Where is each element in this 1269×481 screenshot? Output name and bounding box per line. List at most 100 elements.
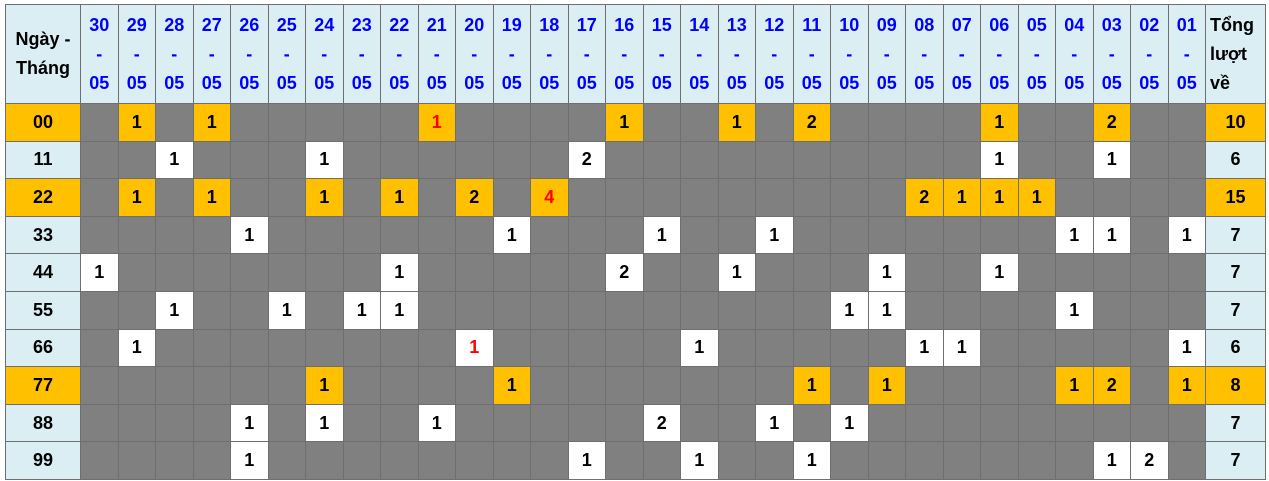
- empty-cell: [567, 403, 606, 443]
- empty-cell: [567, 103, 606, 142]
- hit-cell: 1: [942, 178, 981, 217]
- empty-cell: [905, 403, 944, 443]
- row-label: 33: [5, 215, 81, 255]
- date-month: 05: [614, 72, 635, 93]
- empty-cell: [80, 140, 119, 180]
- empty-cell: [642, 290, 681, 330]
- empty-cell: [117, 253, 156, 292]
- row-total: 6: [1205, 328, 1266, 368]
- empty-cell: [642, 178, 681, 217]
- empty-cell: [567, 328, 606, 368]
- empty-cell: [342, 215, 381, 255]
- empty-cell: [192, 140, 231, 180]
- empty-cell: [417, 441, 456, 480]
- empty-cell: [267, 103, 306, 142]
- date-month: 05: [1101, 72, 1122, 93]
- date-month: 05: [464, 72, 485, 93]
- empty-cell: [1017, 328, 1056, 368]
- empty-cell: [792, 403, 831, 443]
- table-row: 66 1 1 1 1 1 1 6: [5, 328, 1266, 368]
- empty-cell: [155, 103, 194, 142]
- empty-cell: [680, 215, 719, 255]
- date-month: 05: [314, 72, 335, 93]
- hit-cell: 1: [492, 366, 531, 405]
- hit-cell: 2: [1092, 103, 1131, 142]
- empty-cell: [192, 328, 231, 368]
- empty-cell: [230, 178, 269, 217]
- date-sep: -: [471, 43, 478, 64]
- empty-cell: [1017, 403, 1056, 443]
- hit-cell: 1: [305, 403, 344, 443]
- empty-cell: [980, 328, 1019, 368]
- date-column-header: 02 - 05: [1130, 4, 1169, 104]
- total-header-1: Tổng: [1210, 14, 1254, 35]
- date-column-header: 11 - 05: [792, 4, 831, 104]
- empty-cell: [230, 103, 269, 142]
- table-row: 88 1 1 1 2 1 1 7: [5, 403, 1266, 443]
- hit-cell: 2: [455, 178, 494, 217]
- empty-cell: [80, 215, 119, 255]
- empty-cell: [230, 253, 269, 292]
- empty-cell: [380, 403, 419, 443]
- empty-cell: [717, 178, 756, 217]
- empty-cell: [117, 215, 156, 255]
- date-month: 05: [1176, 72, 1197, 93]
- date-day: 29: [126, 14, 147, 35]
- empty-cell: [867, 140, 906, 180]
- date-column-header: 26 - 05: [230, 4, 269, 104]
- table-row: 99 1 1 1 1 1 2 7: [5, 441, 1266, 480]
- empty-cell: [305, 441, 344, 480]
- date-month: 05: [1139, 72, 1160, 93]
- empty-cell: [80, 366, 119, 405]
- date-month: 05: [576, 72, 597, 93]
- date-month: 05: [426, 72, 447, 93]
- date-day: 04: [1064, 14, 1085, 35]
- date-day: 12: [764, 14, 785, 35]
- hit-cell: 1: [380, 290, 419, 330]
- hit-cell: 1: [230, 441, 269, 480]
- empty-cell: [455, 253, 494, 292]
- empty-cell: [417, 140, 456, 180]
- date-day: 19: [501, 14, 522, 35]
- empty-cell: [230, 328, 269, 368]
- header-label-line2: Tháng: [16, 58, 70, 78]
- row-label: 88: [5, 403, 81, 443]
- empty-cell: [605, 441, 644, 480]
- row-total: 7: [1205, 403, 1266, 443]
- empty-cell: [80, 441, 119, 480]
- empty-cell: [905, 215, 944, 255]
- empty-cell: [155, 403, 194, 443]
- hit-cell: 1: [905, 328, 944, 368]
- hit-cell: 1: [867, 366, 906, 405]
- empty-cell: [830, 140, 869, 180]
- date-month: 05: [389, 72, 410, 93]
- date-day: 25: [276, 14, 297, 35]
- date-sep: -: [958, 43, 965, 64]
- hit-cell: 1: [492, 215, 531, 255]
- empty-cell: [342, 403, 381, 443]
- empty-cell: [642, 253, 681, 292]
- date-column-header: 30 - 05: [80, 4, 119, 104]
- date-month: 05: [726, 72, 747, 93]
- empty-cell: [267, 253, 306, 292]
- date-sep: -: [433, 43, 440, 64]
- hit-cell: 1: [680, 441, 719, 480]
- empty-cell: [530, 103, 569, 142]
- empty-cell: [1092, 253, 1131, 292]
- empty-cell: [342, 103, 381, 142]
- empty-cell: [192, 441, 231, 480]
- date-sep: -: [921, 43, 928, 64]
- empty-cell: [905, 253, 944, 292]
- date-month: 05: [651, 72, 672, 93]
- table-row: 77 1 1 1 1 1 2 1 8: [5, 366, 1266, 405]
- empty-cell: [755, 178, 794, 217]
- empty-cell: [1055, 253, 1094, 292]
- empty-cell: [342, 328, 381, 368]
- date-day: 11: [802, 14, 822, 35]
- empty-cell: [1017, 253, 1056, 292]
- date-month: 05: [989, 72, 1010, 93]
- empty-cell: [717, 366, 756, 405]
- table-row: 44 1 1 2 1 1 1 7: [5, 253, 1266, 292]
- date-column-header: 03 - 05: [1092, 4, 1131, 104]
- header-row: Ngày - Tháng 30 - 05 29 - 05 28 - 05 27 - 05 26 - 05 25…: [5, 4, 1266, 104]
